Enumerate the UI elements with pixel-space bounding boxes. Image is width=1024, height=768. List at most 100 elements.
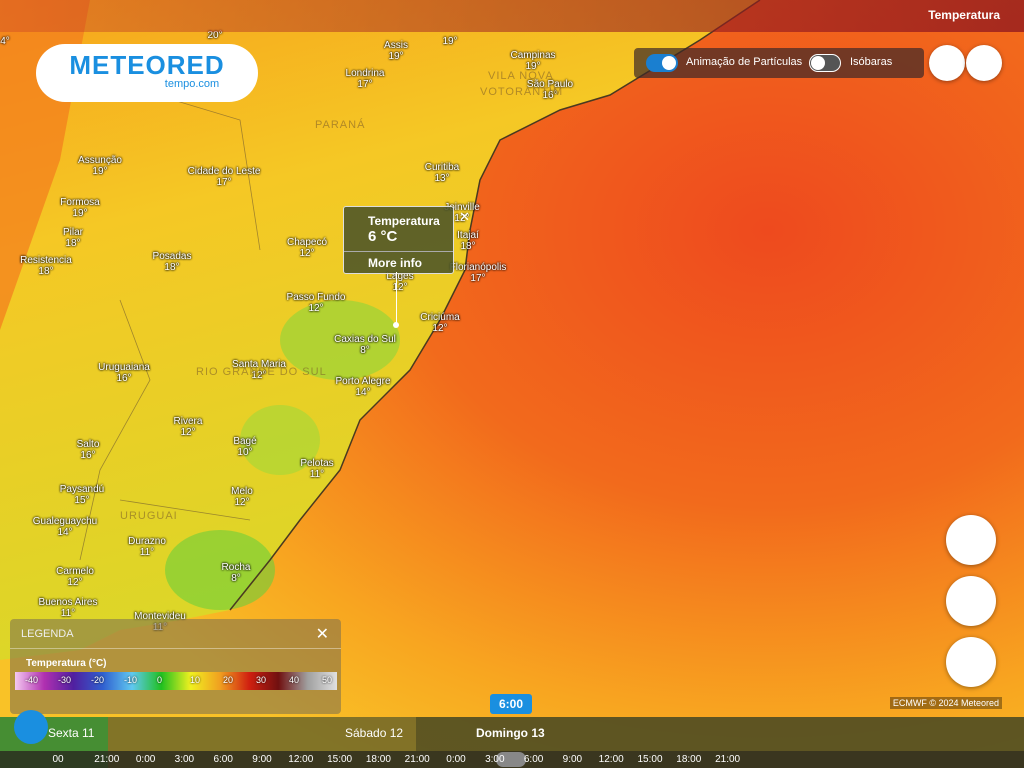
city-label[interactable]: Joinville 12° — [444, 202, 480, 224]
edge-label: 20° — [207, 30, 223, 41]
city-temp: 19° — [92, 166, 108, 177]
city-name: Londrina — [345, 68, 385, 79]
city-label[interactable]: Lages 12° — [386, 271, 413, 293]
city-temp: 19° — [525, 61, 541, 72]
city-temp: 12° — [67, 577, 83, 588]
city-label[interactable]: Rocha 8° — [222, 562, 251, 584]
day-label[interactable]: Sexta 11 — [48, 726, 95, 740]
city-label[interactable]: Passo Fundo 12° — [287, 292, 346, 314]
city-temp: 12° — [299, 248, 315, 259]
hour-label[interactable]: 3:00 — [174, 754, 195, 765]
city-label[interactable]: Bagé 10° — [233, 436, 256, 458]
legend-close[interactable]: ✕ — [315, 626, 329, 643]
city-name: Salto — [76, 439, 100, 450]
settings-button[interactable] — [946, 637, 996, 687]
city-label[interactable]: Melo 12° — [231, 486, 253, 508]
hour-label[interactable]: 12:00 — [598, 754, 624, 765]
city-temp: 12° — [308, 303, 324, 314]
city-name: Paysandú — [59, 484, 105, 495]
hour-label[interactable]: 21:00 — [715, 754, 741, 765]
hour-label[interactable]: 18:00 — [676, 754, 702, 765]
city-label[interactable]: Formosa 19° — [60, 197, 99, 219]
city-label[interactable]: Criciúma 12° — [420, 312, 459, 334]
top-bar: Temperatura — [0, 0, 1024, 32]
hour-label[interactable]: 9:00 — [562, 754, 583, 765]
hour-label[interactable]: 0:00 — [446, 754, 466, 765]
toggle-label: Animação de Partículas — [686, 56, 803, 68]
logo-site: tempo.com — [164, 78, 220, 90]
toggle-switch[interactable] — [646, 54, 678, 72]
hour-label[interactable]: 3:00 — [485, 754, 505, 765]
attribution: ECMWF © 2024 Meteored — [889, 697, 1002, 709]
city-label[interactable]: Resistencia 18° — [20, 255, 72, 277]
timeline: Sexta 11 Sábado 12 Domingo 13 00 21:00 0:00 3:… — [0, 717, 1024, 768]
city-label[interactable]: Pilar 18° — [63, 227, 83, 249]
layer-title[interactable]: Temperatura — [928, 8, 1000, 22]
popup-title: Temperatura — [368, 214, 440, 228]
hour-label[interactable]: 21:00 — [94, 754, 120, 765]
hour-label[interactable]: 12:00 — [288, 754, 314, 765]
city-label[interactable]: Assis 19° — [384, 40, 408, 62]
city-name: Campinas — [510, 50, 556, 61]
city-label[interactable]: Carmelo 12° — [56, 566, 94, 588]
city-label[interactable]: Santa Maria 12° — [232, 359, 286, 381]
hour-label[interactable]: 6:00 — [523, 754, 544, 765]
city-name: Joinville — [444, 202, 480, 213]
hour-label[interactable]: 9:00 — [252, 754, 272, 765]
hour-label[interactable]: 15:00 — [637, 754, 663, 765]
city-label[interactable]: Uruguaiana 16° — [98, 362, 150, 384]
city-temp: 8° — [231, 573, 241, 584]
city-label[interactable]: São Paulo 16° — [527, 79, 573, 101]
screenshot-button[interactable] — [929, 45, 965, 81]
layers-button[interactable] — [946, 576, 996, 626]
legend-subtitle: Temperatura (°C) — [26, 658, 107, 669]
hour-label[interactable]: 21:00 — [404, 754, 430, 765]
city-label[interactable]: Gualeguaychu 14° — [33, 516, 98, 538]
hour-label[interactable]: 6:00 — [213, 754, 233, 765]
hour-label[interactable]: 00 — [52, 754, 64, 765]
popup-close[interactable]: ✕ — [459, 209, 470, 224]
city-temp: 17° — [470, 273, 486, 284]
city-name: Passo Fundo — [286, 292, 346, 303]
city-label[interactable]: Pelotas 11° — [300, 458, 333, 480]
city-label[interactable]: Londrina 17° — [346, 68, 385, 90]
city-label[interactable]: Curitiba 13° — [425, 162, 459, 184]
city-temp: 14° — [355, 387, 371, 398]
city-name: Rocha — [221, 562, 251, 573]
city-label[interactable]: Itajaí 18° — [457, 230, 479, 252]
city-label[interactable]: Paysandú 15° — [60, 484, 104, 506]
scale-label: -30 — [58, 675, 72, 685]
city-label[interactable]: Florianópolis 17° — [450, 262, 507, 284]
legend: LEGENDA ✕ Temperatura (°C) -40 -30 -20 -10 0… — [10, 619, 341, 714]
city-label[interactable]: Durazno 11° — [128, 536, 166, 558]
city-label[interactable]: Assunção 19° — [78, 155, 122, 177]
city-label[interactable]: Posadas 18° — [153, 251, 192, 273]
fullscreen-button[interactable] — [966, 45, 1002, 81]
toggle-switch[interactable] — [809, 54, 841, 72]
legend-scale: -40 -30 -20 -10 0 10 20 30 40 50 — [15, 672, 337, 690]
day-label[interactable]: Domingo 13 — [476, 726, 545, 740]
day-label[interactable]: Sábado 12 — [345, 726, 404, 740]
popup-link[interactable]: More info — [368, 256, 422, 270]
city-label[interactable]: Campinas 19° — [510, 50, 555, 72]
hour-label[interactable]: 0:00 — [135, 754, 156, 765]
city-label[interactable]: Porto Alegre 14° — [335, 376, 390, 398]
city-temp: 12° — [392, 282, 408, 293]
edge-label: 4° — [0, 36, 10, 47]
city-name: Cidade do Leste — [187, 166, 261, 177]
search-button[interactable] — [946, 515, 996, 565]
city-label[interactable]: Rivera 12° — [174, 416, 203, 438]
city-temp: 10° — [237, 447, 253, 458]
city-label[interactable]: Cidade do Leste 17° — [188, 166, 261, 188]
city-label[interactable]: Buenos Aires 11° — [39, 597, 98, 619]
notification-button[interactable] — [14, 710, 48, 744]
hour-label[interactable]: 15:00 — [327, 754, 353, 765]
city-name: Santa Maria — [232, 359, 286, 370]
city-name: Durazno — [128, 536, 166, 547]
city-label[interactable]: Chapecó 12° — [287, 237, 327, 259]
city-temp: 12° — [432, 323, 448, 334]
logo[interactable]: METEORED tempo.com — [36, 44, 258, 102]
city-label[interactable]: Salto 16° — [77, 439, 100, 461]
hour-label[interactable]: 18:00 — [365, 754, 391, 765]
city-label[interactable]: Caxias do Sul 8° — [334, 334, 396, 356]
